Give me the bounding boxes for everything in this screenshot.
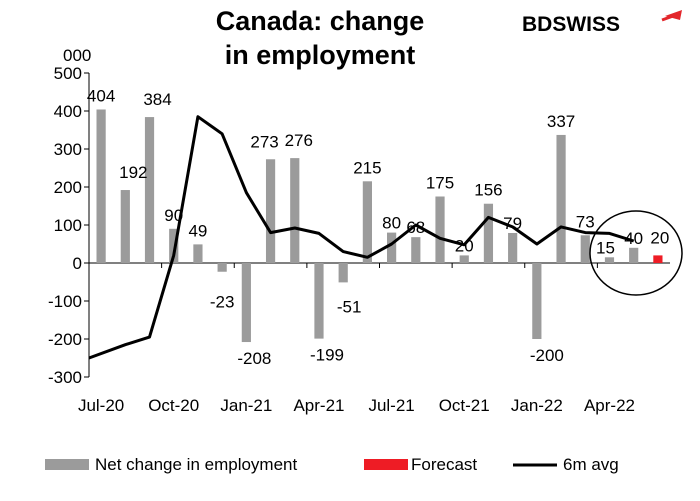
bar	[241, 263, 251, 343]
forecast-highlight-circle	[589, 210, 683, 296]
bar-data-label: -208	[237, 349, 271, 368]
bar	[629, 247, 639, 263]
bar	[193, 244, 203, 263]
legend: Net change in employment Forecast 6m avg	[45, 455, 619, 474]
chart-title: Canada: change in employment	[216, 6, 425, 70]
bar	[483, 203, 494, 263]
bar	[314, 263, 324, 339]
x-tick-label: Apr-21	[293, 396, 344, 415]
bar-data-label: 276	[285, 131, 313, 150]
avg-line-group	[88, 115, 635, 360]
x-axis: Jul-20 Oct-20 Jan-21 Apr-21 Jul-21 Oct-21 Jan-…	[78, 262, 670, 415]
bar	[217, 263, 227, 272]
x-tick-label: Oct-21	[439, 396, 490, 415]
y-tick-label: -100	[48, 292, 82, 311]
data-labels: 404 192 384 90 49 -23 -208 273 276 -199 -51 215 80 68…	[87, 86, 669, 368]
legend-label-forecast: Forecast	[411, 455, 477, 474]
bar	[604, 257, 615, 263]
x-tick-label: Jul-21	[368, 396, 414, 415]
x-tick-label: Apr-22	[584, 396, 635, 415]
logo-text: BDSWISS	[522, 13, 620, 36]
bar	[435, 196, 445, 263]
bar-data-label: -199	[310, 346, 344, 365]
x-tick-label: Oct-20	[148, 396, 199, 415]
logo-arrow-icon	[661, 10, 682, 22]
bar-data-label: 80	[382, 214, 401, 233]
y-tick-label: 0	[73, 254, 82, 273]
bar-data-label: 156	[474, 181, 502, 200]
bar-data-label: 337	[547, 112, 575, 131]
chart-title-line-1: Canada: change	[216, 6, 425, 36]
bar-data-label: 20	[455, 236, 474, 255]
bar-data-label: 68	[406, 218, 425, 237]
bar-data-label: 192	[119, 163, 147, 182]
logo-text-part-1: BD	[522, 13, 552, 36]
bar	[169, 228, 179, 263]
legend-swatch-net-change	[45, 459, 89, 470]
chart-title-line-2: in employment	[225, 40, 416, 70]
x-tick-label: Jan-22	[511, 396, 563, 415]
bar-data-label: -200	[530, 346, 564, 365]
bar	[532, 263, 542, 339]
bars	[96, 109, 663, 343]
bar-data-label: 79	[503, 214, 522, 233]
y-tick-label: -300	[48, 368, 82, 387]
legend-label-net-change: Net change in employment	[95, 455, 298, 474]
bar-data-label: 40	[624, 229, 643, 248]
y-tick-label: 400	[54, 102, 82, 121]
y-tick-label: 100	[54, 216, 82, 235]
bar-data-label: 215	[353, 158, 381, 177]
x-tick-label: Jan-21	[220, 396, 272, 415]
bar-data-label: 15	[596, 238, 615, 257]
bar	[459, 255, 469, 263]
legend-label-6m-avg: 6m avg	[563, 455, 619, 474]
bar-data-label: 49	[188, 221, 207, 240]
y-tick-label: 500	[54, 64, 82, 83]
avg-line	[88, 115, 635, 360]
bar	[120, 190, 130, 263]
bar-data-label: 384	[143, 90, 171, 109]
bar-data-label: 273	[250, 132, 278, 151]
legend-swatch-forecast	[364, 459, 408, 470]
unit-label: 000	[63, 46, 91, 65]
bar	[556, 134, 566, 263]
y-axis: -300 -200 -100 0 100 200 300 400 500	[48, 64, 90, 387]
y-tick-label: -200	[48, 330, 82, 349]
bar-data-label: 404	[87, 86, 115, 105]
bdswiss-logo: BDSWISS	[522, 10, 682, 36]
bar-data-label: 175	[426, 174, 454, 193]
forecast-bar	[653, 255, 663, 263]
bar	[387, 232, 397, 263]
x-tick-label: Jul-20	[78, 396, 124, 415]
forecast-data-label: 20	[650, 228, 669, 247]
bar	[290, 158, 300, 263]
bar-data-label: 90	[164, 206, 183, 225]
logo-text-part-2: SWISS	[552, 13, 620, 36]
bar	[508, 232, 518, 263]
bar-data-label: -23	[210, 293, 235, 312]
bar	[338, 263, 348, 283]
bar	[265, 159, 276, 263]
bar	[362, 181, 372, 263]
y-tick-label: 300	[54, 140, 82, 159]
bar-data-label: 73	[576, 212, 595, 231]
bar	[96, 109, 106, 263]
bar	[411, 237, 421, 263]
bar-data-label: -51	[337, 297, 362, 316]
y-tick-label: 200	[54, 178, 82, 197]
bar	[580, 235, 590, 263]
bar	[144, 117, 155, 263]
